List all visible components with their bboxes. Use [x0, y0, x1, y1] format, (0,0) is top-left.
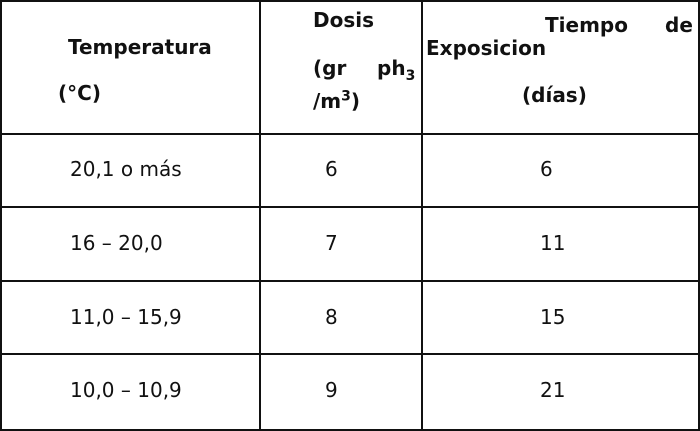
header-text: ph3 — [377, 56, 415, 83]
border — [0, 0, 2, 431]
cell: 8 — [325, 305, 338, 329]
cell: 20,1 o más — [70, 157, 182, 181]
cell: 7 — [325, 231, 338, 255]
cell: 10,0 – 10,9 — [70, 378, 182, 402]
header-text: Temperatura — [68, 35, 212, 59]
header-text: /m3) — [313, 89, 360, 113]
border — [421, 0, 423, 431]
border — [0, 429, 700, 431]
superscript: 3 — [341, 88, 351, 105]
header-text: Tiempo — [545, 13, 628, 37]
cell: 11 — [540, 231, 566, 255]
header-text: (gr — [313, 56, 347, 80]
header-text: (°C) — [58, 81, 101, 105]
subscript: 3 — [405, 68, 416, 84]
header-text: ph — [377, 56, 406, 80]
border — [698, 0, 700, 431]
row-border — [0, 280, 700, 282]
cell: 15 — [540, 305, 566, 329]
header-text: /m — [313, 89, 342, 113]
header-text: de — [665, 13, 693, 37]
cell: 9 — [325, 378, 338, 402]
header-text: ) — [350, 89, 361, 113]
border — [259, 0, 261, 431]
cell: 21 — [540, 378, 566, 402]
header-text: Exposicion — [426, 36, 547, 60]
header-text: (días) — [522, 83, 587, 107]
border — [0, 0, 700, 2]
row-border — [0, 206, 700, 208]
cell: 6 — [325, 157, 338, 181]
row-border — [0, 133, 700, 135]
cell: 6 — [540, 157, 553, 181]
cell: 16 – 20,0 — [70, 231, 163, 255]
header-text: Dosis — [313, 8, 375, 32]
row-border — [0, 353, 700, 355]
cell: 11,0 – 15,9 — [70, 305, 182, 329]
